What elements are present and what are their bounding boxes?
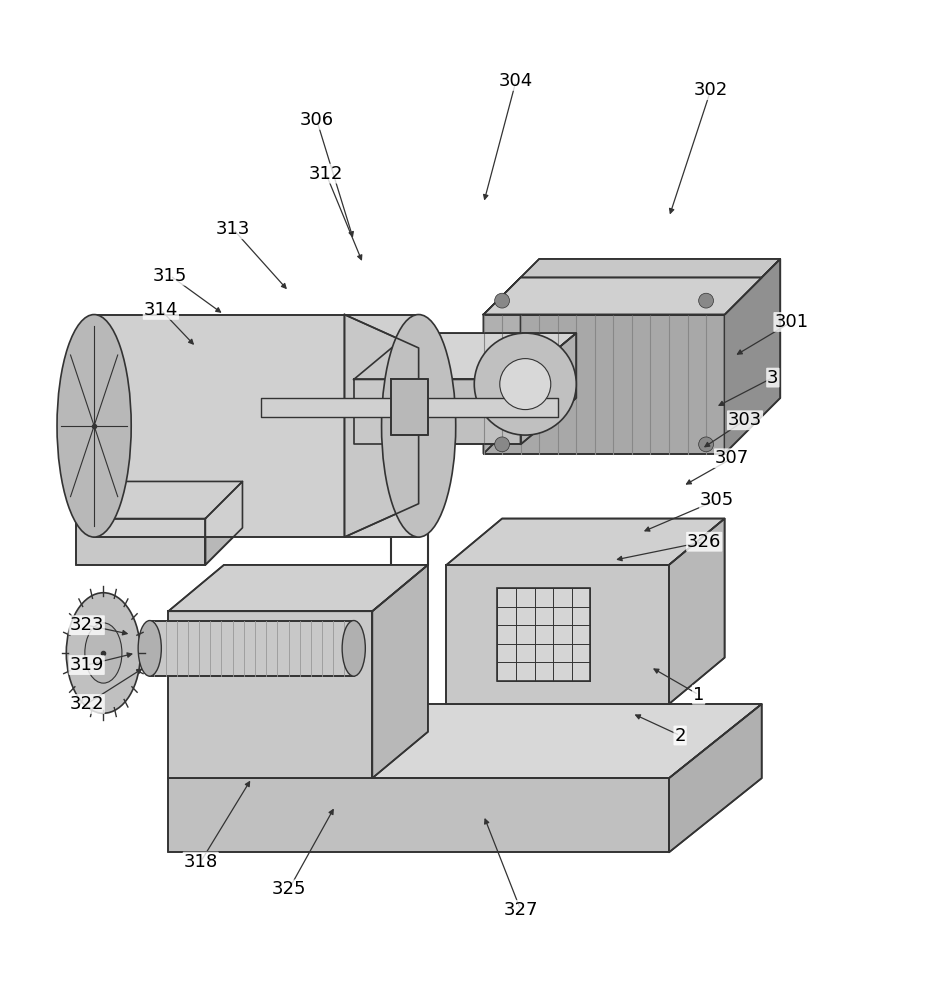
Polygon shape xyxy=(75,519,206,565)
Text: 325: 325 xyxy=(272,880,306,898)
Polygon shape xyxy=(344,315,419,537)
Polygon shape xyxy=(75,481,243,519)
Ellipse shape xyxy=(66,593,140,713)
Polygon shape xyxy=(353,333,577,379)
Polygon shape xyxy=(484,277,762,315)
Polygon shape xyxy=(484,259,780,315)
Text: 303: 303 xyxy=(728,411,763,429)
Polygon shape xyxy=(372,565,428,778)
Text: 305: 305 xyxy=(700,491,735,509)
Circle shape xyxy=(698,437,713,452)
Text: 326: 326 xyxy=(687,533,722,551)
Polygon shape xyxy=(353,379,521,444)
Text: 302: 302 xyxy=(694,81,728,99)
Polygon shape xyxy=(521,333,577,444)
Text: 322: 322 xyxy=(70,695,104,713)
Ellipse shape xyxy=(342,621,365,676)
Polygon shape xyxy=(446,519,724,565)
Circle shape xyxy=(474,333,577,435)
Polygon shape xyxy=(168,611,372,778)
Ellipse shape xyxy=(381,315,456,537)
Circle shape xyxy=(495,293,510,308)
Polygon shape xyxy=(446,565,669,704)
Polygon shape xyxy=(168,565,428,611)
Text: 312: 312 xyxy=(309,165,343,183)
Text: 315: 315 xyxy=(153,267,187,285)
Text: 319: 319 xyxy=(70,656,104,674)
Ellipse shape xyxy=(57,315,131,537)
Text: 3: 3 xyxy=(767,369,778,387)
Bar xyxy=(498,588,591,681)
Polygon shape xyxy=(484,277,521,454)
Text: 301: 301 xyxy=(775,313,808,331)
Circle shape xyxy=(698,293,713,308)
Polygon shape xyxy=(168,778,669,852)
Text: 313: 313 xyxy=(216,220,250,238)
Polygon shape xyxy=(94,315,418,537)
Polygon shape xyxy=(168,704,762,778)
Text: 314: 314 xyxy=(143,301,178,319)
Polygon shape xyxy=(669,704,762,852)
Text: 323: 323 xyxy=(70,616,104,634)
Polygon shape xyxy=(669,519,724,704)
Ellipse shape xyxy=(85,623,122,683)
Ellipse shape xyxy=(139,621,161,676)
Polygon shape xyxy=(724,259,780,454)
Text: 307: 307 xyxy=(715,449,750,467)
Text: 304: 304 xyxy=(498,72,533,90)
Polygon shape xyxy=(391,379,428,435)
Text: 1: 1 xyxy=(693,686,704,704)
Polygon shape xyxy=(206,481,243,565)
Text: 327: 327 xyxy=(503,901,538,919)
Polygon shape xyxy=(150,621,353,676)
Text: 318: 318 xyxy=(183,853,218,871)
Polygon shape xyxy=(484,315,724,454)
Circle shape xyxy=(495,437,510,452)
Text: 2: 2 xyxy=(674,727,685,745)
Circle shape xyxy=(499,359,551,410)
Text: 306: 306 xyxy=(299,111,334,129)
